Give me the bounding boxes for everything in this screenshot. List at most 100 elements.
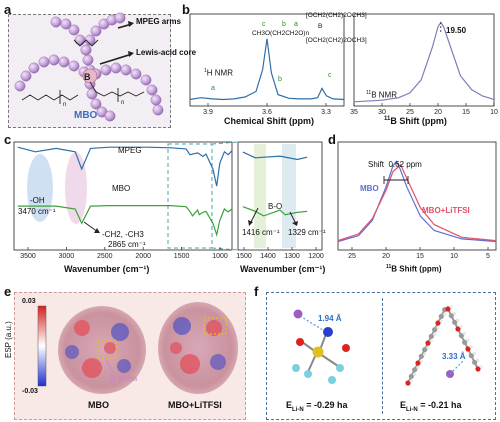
chain-atom [438,313,444,319]
mbo-caption: MBO [74,110,98,121]
chain-atom [432,327,438,333]
arm-sphere [50,16,62,28]
mpeg-series-label: MPEG [118,146,142,155]
right-energy: ELi-N = -0.21 ha [400,400,462,413]
oh-value: 3470 cm⁻¹ [18,207,56,216]
chain-atom [455,326,461,332]
bo-right-value: 1329 cm⁻¹ [288,228,326,237]
arm-sphere [74,34,86,46]
ftir-left-tick-1: 3000 [59,253,75,260]
left-distance: 1.94 Å [318,314,342,323]
arm-sphere [152,104,164,116]
panel-b: b 3.9 3.6 3.3 35 30 25 20 15 10 [OCH2(CH2)2OCH3… [178,0,500,130]
arm-sphere [104,110,116,122]
b-nmr-tick-1: 30 [378,109,386,116]
structure-boron: B [318,23,323,30]
chain-atom [462,339,468,345]
mbo-series-label: MBO [112,184,131,193]
chain-atom [412,367,418,373]
colorbar-title: ESP (a.u.) [4,321,13,358]
chain-atom [452,319,458,325]
shift-label: Shift 0.62 ppm [368,160,422,169]
panel-e-label: e [4,284,12,299]
arm-sphere [14,80,26,92]
arm-sphere [68,60,80,72]
panel-c-label: c [4,132,12,147]
arm-sphere [28,62,40,74]
h-nmr-tick-1: 3.6 [262,109,272,116]
arm-sphere [90,98,102,110]
b-nmr-tick-0: 35 [350,109,358,116]
panel-b-label: b [182,2,190,17]
panel-d-label: d [328,132,336,147]
colorbar-min: -0.03 [22,388,38,395]
b-nmr-tick-2: 25 [406,109,414,116]
h-nmr-tick-2: 3.3 [321,109,331,116]
h-nmr-trace [189,38,345,101]
arm-sphere [58,56,70,68]
chain-atom [475,366,481,372]
mpeg-arms-label: MPEG arms [136,17,181,26]
bo-region-right [282,144,296,248]
d-tick-1: 20 [382,253,390,260]
b-nmr-peak-value: 19.50 [446,26,467,35]
oh-label: -OH [30,196,45,205]
mbo-litfsi-esp-caption: MBO+LiTFSI [168,400,222,410]
mbo-litfsi-esp-surface [158,302,238,394]
arm-sphere [48,54,60,66]
d-xlabel: 11B Shift (ppm) [386,264,442,274]
ch-value: 2865 cm⁻¹ [108,240,146,249]
arm-sphere [20,70,32,82]
bo-region-left [254,144,266,248]
ftir-right-xlabel: Wavenumber (cm⁻¹) [240,264,326,274]
chain-atom [418,353,424,359]
d-tick-3: 10 [450,253,458,260]
structure-letter-b: b [282,21,286,28]
b-nmr-xlabel: 11B Shift (ppm) [384,116,447,126]
mbo-chain-right-model [405,305,483,386]
panel-f-label: f [254,284,259,299]
mbo-ftir-trace [17,204,233,237]
mpeg-arm-spheres [14,12,164,122]
mpeg-ftir-zoom-trace [242,151,308,161]
panel-c: c 3500 3000 2500 2000 1500 1000 1500 1400 1300 1… [0,130,326,280]
chain-atom [422,347,428,353]
h-nmr-xlabel: Chemical Shift (ppm) [224,116,315,126]
ftir-right-tick-2: 1300 [284,253,300,260]
b-atom-label: B atom [110,374,138,383]
chain-atom [435,320,441,326]
structure-top: [OCH2(CH2)2OCH3] [306,12,367,19]
h-nmr-tick-0: 3.9 [203,109,213,116]
panel-f: f 1.94 Å 3.33 Å ELi-N = -0.29 ha ELi-N =… [250,282,500,422]
right-distance: 3.33 Å [442,352,466,361]
d-tick-2: 15 [416,253,424,260]
ch-label: -CH2, -CH3 [102,230,144,239]
chain-atom [458,333,464,339]
chain-atom [415,360,421,366]
arm-sphere [68,24,80,36]
mbo-b-nmr-trace [337,160,497,243]
legend-mbo: MBO [360,184,379,193]
structure-right: [OCH2(CH2)2OCH3] [306,37,367,44]
arm-sphere [86,88,98,100]
arm-sphere [60,18,72,30]
chain-atom [408,373,414,379]
mbo-ftir-zoom-trace [242,206,308,217]
peak-letter-c: c [328,72,332,79]
h-nmr-title: 1H NMR [204,68,233,78]
arm-sphere [150,94,162,106]
subscript-left: n [63,102,66,108]
ftir-left-tick-3: 2000 [135,253,151,260]
bo-left-value: 1416 cm⁻¹ [242,228,280,237]
b-nmr-tick-3: 20 [434,109,442,116]
esp-colorbar [37,305,47,387]
b-nmr-shift-chart: 25 20 15 10 5 [337,141,497,260]
peak-letter-b: b [278,76,282,83]
b-nmr-tick-4: 15 [462,109,470,116]
b-nmr-frame [353,13,495,107]
chain-atom [445,306,451,312]
chain-atom [468,353,474,359]
structure-letter-c: c [262,21,266,28]
ftir-left-tick-4: 1500 [174,253,190,260]
esp-maps [37,302,238,394]
